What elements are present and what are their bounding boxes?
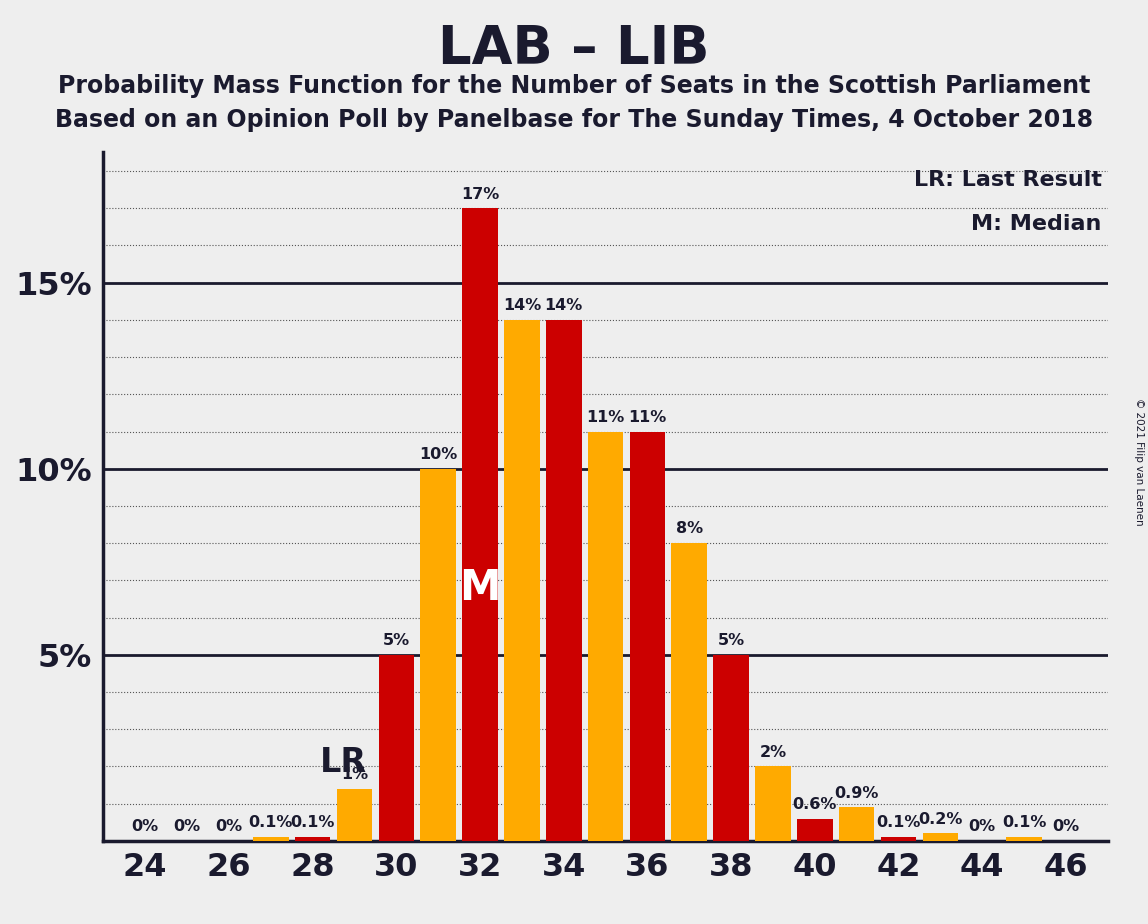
- Text: M: Median: M: Median: [971, 214, 1102, 235]
- Text: 11%: 11%: [587, 410, 625, 425]
- Text: 17%: 17%: [460, 187, 499, 201]
- Text: 0%: 0%: [132, 820, 158, 834]
- Bar: [672, 543, 707, 841]
- Text: LR: LR: [320, 747, 367, 779]
- Text: 14%: 14%: [544, 298, 583, 313]
- Bar: [839, 808, 875, 841]
- Bar: [379, 655, 414, 841]
- Text: 0%: 0%: [969, 820, 995, 834]
- Text: 2%: 2%: [760, 745, 786, 760]
- Text: 0.1%: 0.1%: [1002, 815, 1046, 831]
- Text: 10%: 10%: [419, 447, 457, 462]
- Bar: [1007, 837, 1042, 841]
- Text: 0.1%: 0.1%: [876, 815, 921, 831]
- Bar: [713, 655, 748, 841]
- Text: Probability Mass Function for the Number of Seats in the Scottish Parliament: Probability Mass Function for the Number…: [57, 74, 1091, 98]
- Bar: [588, 432, 623, 841]
- Text: 0%: 0%: [216, 820, 242, 834]
- Text: 0.2%: 0.2%: [918, 811, 962, 827]
- Text: © 2021 Filip van Laenen: © 2021 Filip van Laenen: [1134, 398, 1143, 526]
- Bar: [797, 819, 832, 841]
- Text: 0.1%: 0.1%: [249, 815, 293, 831]
- Text: Based on an Opinion Poll by Panelbase for The Sunday Times, 4 October 2018: Based on an Opinion Poll by Panelbase fo…: [55, 108, 1093, 132]
- Text: 0%: 0%: [173, 820, 201, 834]
- Bar: [629, 432, 665, 841]
- Text: 0.1%: 0.1%: [290, 815, 335, 831]
- Bar: [755, 766, 791, 841]
- Text: LR: Last Result: LR: Last Result: [914, 170, 1102, 189]
- Bar: [463, 208, 498, 841]
- Text: 0%: 0%: [1053, 820, 1079, 834]
- Text: 0.9%: 0.9%: [835, 785, 879, 801]
- Bar: [420, 468, 456, 841]
- Text: 5%: 5%: [382, 633, 410, 648]
- Bar: [253, 837, 288, 841]
- Bar: [336, 789, 372, 841]
- Bar: [504, 320, 540, 841]
- Text: 5%: 5%: [718, 633, 745, 648]
- Text: M: M: [459, 566, 501, 609]
- Bar: [295, 837, 331, 841]
- Text: 0.6%: 0.6%: [792, 796, 837, 812]
- Text: 8%: 8%: [676, 521, 703, 537]
- Bar: [881, 837, 916, 841]
- Text: 1%: 1%: [341, 767, 369, 782]
- Text: LAB – LIB: LAB – LIB: [439, 23, 709, 75]
- Text: 11%: 11%: [628, 410, 667, 425]
- Bar: [546, 320, 582, 841]
- Text: 14%: 14%: [503, 298, 541, 313]
- Bar: [923, 833, 959, 841]
